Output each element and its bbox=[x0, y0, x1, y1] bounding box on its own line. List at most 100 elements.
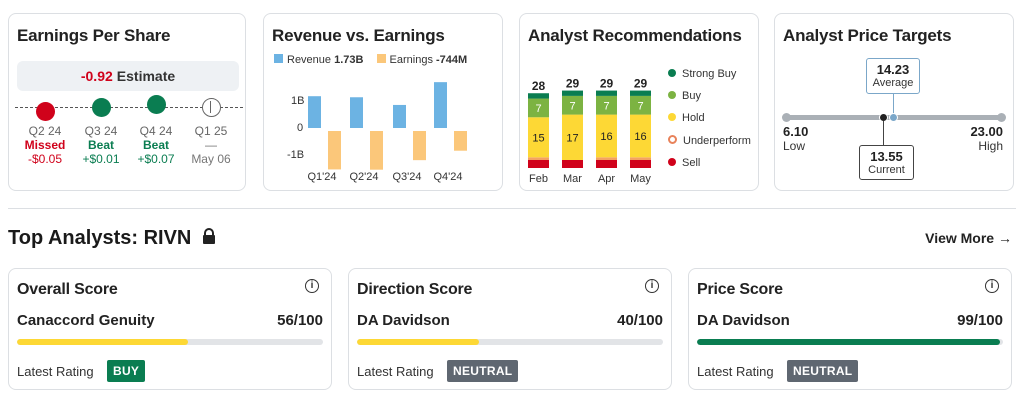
hold-count-label: 15 bbox=[532, 132, 544, 144]
month-label: Feb bbox=[529, 173, 548, 185]
earnings-bar bbox=[328, 131, 341, 170]
eps-title: Earnings Per Share bbox=[17, 26, 171, 45]
revenue-legend-swatch bbox=[274, 54, 283, 63]
rec-segment-sell bbox=[596, 159, 617, 168]
rec-segment-strong-buy bbox=[562, 90, 583, 96]
rating-badge-neutral: NEUTRAL bbox=[787, 360, 859, 382]
rec-segment-hold bbox=[630, 114, 651, 158]
hold-count-label: 17 bbox=[566, 132, 578, 144]
revenue-earnings-chart: Q1'24 Q2'24 Q3'24 Q4'24 bbox=[307, 82, 467, 183]
recommendations-chart: 15 7 28 Feb 17 7 29 Mar 16 7 29 Apr 16 7 29 May bbox=[528, 77, 651, 185]
eps-result: Beat bbox=[142, 138, 169, 152]
x-tick-label: Q1'24 bbox=[307, 171, 336, 183]
legend-sell: Sell bbox=[668, 157, 700, 169]
current-price-value: 13.55 bbox=[870, 149, 903, 164]
score-bar-fill bbox=[697, 339, 1000, 345]
rating-badge-buy: BUY bbox=[107, 360, 146, 382]
rec-segment-buy bbox=[630, 95, 651, 115]
month-label: May bbox=[630, 173, 651, 185]
score-value: 56/100 bbox=[277, 312, 323, 329]
average-connector bbox=[893, 94, 894, 116]
eps-surprise: -$0.05 bbox=[27, 152, 63, 166]
earnings-bar bbox=[413, 131, 426, 161]
score-card-title: Direction Score bbox=[357, 281, 473, 298]
low-target-label: Low bbox=[783, 139, 806, 153]
low-end-dot-icon bbox=[782, 113, 791, 122]
score-bar-fill bbox=[357, 339, 480, 345]
rec-segment-underperform bbox=[596, 157, 617, 160]
score-value: 40/100 bbox=[617, 312, 663, 329]
legend-label: Strong Buy bbox=[682, 68, 737, 80]
view-more-link[interactable]: View More → bbox=[925, 230, 1012, 246]
top-analysts-title-text: Top Analysts: RIVN bbox=[8, 227, 192, 249]
score-card-title: Price Score bbox=[697, 281, 783, 298]
buy-count-label: 7 bbox=[603, 100, 609, 112]
analyst-firm: Canaccord Genuity bbox=[17, 312, 155, 329]
eps-result: Beat bbox=[87, 138, 114, 152]
eps-quarter-label: Q3 24 bbox=[84, 124, 118, 138]
current-connector bbox=[883, 121, 884, 146]
earnings-bar bbox=[454, 131, 467, 151]
info-icon[interactable]: i bbox=[645, 279, 659, 293]
total-count-label: 28 bbox=[532, 79, 546, 93]
eps-quarter-q4-24: Q4 24 Beat +$0.07 bbox=[131, 95, 181, 167]
rec-segment-underperform bbox=[528, 157, 549, 160]
section-divider bbox=[8, 208, 1016, 209]
revenue-bar bbox=[350, 97, 363, 128]
eps-estimate: -0.92 Estimate bbox=[17, 61, 239, 91]
rec-segment-sell bbox=[528, 159, 549, 168]
top-analysts-title: Top Analysts: RIVN bbox=[8, 227, 217, 250]
month-label: Apr bbox=[598, 173, 615, 185]
hold-count-label: 16 bbox=[600, 131, 612, 143]
revenue-bar bbox=[308, 96, 321, 128]
info-icon[interactable]: i bbox=[305, 279, 319, 293]
x-tick-label: Q3'24 bbox=[392, 171, 421, 183]
strong-buy-dot-icon bbox=[668, 69, 676, 77]
earnings-legend-value: -744M bbox=[436, 54, 468, 66]
hold-dot-icon bbox=[668, 113, 676, 121]
buy-count-label: 7 bbox=[569, 100, 575, 112]
x-tick-label: Q4'24 bbox=[433, 171, 462, 183]
current-price-label: Current bbox=[868, 164, 905, 176]
rec-segment-strong-buy bbox=[528, 93, 549, 99]
earnings-bar bbox=[370, 131, 383, 170]
y-tick-1b: 1B bbox=[291, 95, 305, 107]
upcoming-dot-icon bbox=[201, 98, 221, 117]
rec-segment-buy bbox=[562, 95, 583, 115]
rec-segment-hold bbox=[528, 117, 549, 158]
total-count-label: 29 bbox=[566, 77, 580, 91]
lock-icon bbox=[202, 228, 215, 244]
low-target-value: 6.10 bbox=[783, 124, 809, 139]
legend-buy: Buy bbox=[668, 90, 701, 102]
revenue-bar bbox=[434, 82, 447, 128]
price-targets-title: Analyst Price Targets bbox=[783, 26, 952, 45]
underperform-dot-icon bbox=[668, 135, 677, 144]
revenue-title: Revenue vs. Earnings bbox=[272, 26, 445, 45]
legend-label: Buy bbox=[682, 90, 701, 102]
price-targets-card: Analyst Price Targets 14.23 Average 13.5… bbox=[774, 13, 1014, 191]
earnings-legend-label: Earnings bbox=[389, 54, 433, 66]
info-icon[interactable]: i bbox=[985, 279, 999, 293]
recommendations-title: Analyst Recommendations bbox=[528, 26, 742, 45]
rec-segment-strong-buy bbox=[630, 90, 651, 96]
latest-rating-label: Latest Rating bbox=[17, 364, 94, 379]
earnings-legend-swatch bbox=[376, 54, 386, 63]
legend-label: Underperform bbox=[683, 135, 751, 147]
rec-segment-buy bbox=[596, 95, 617, 115]
eps-report-date: May 06 bbox=[191, 152, 231, 166]
buy-count-label: 7 bbox=[535, 103, 541, 115]
eps-quarter-label: Q4 24 bbox=[139, 124, 173, 138]
eps-surprise: +$0.07 bbox=[137, 152, 175, 166]
sell-dot-icon bbox=[668, 158, 676, 166]
buy-dot-icon bbox=[668, 91, 676, 99]
eps-quarter-q1-25: Q1 25 — May 06 bbox=[186, 98, 236, 167]
current-price-bubble: 13.55 Current bbox=[859, 145, 914, 180]
eps-surprise: +$0.01 bbox=[82, 152, 120, 166]
x-tick-label: Q2'24 bbox=[349, 171, 378, 183]
legend-underperform: Underperform bbox=[668, 135, 751, 147]
score-value: 99/100 bbox=[957, 312, 1003, 329]
buy-count-label: 7 bbox=[637, 100, 643, 112]
month-label: Mar bbox=[563, 173, 582, 185]
rec-segment-underperform bbox=[630, 157, 651, 160]
total-count-label: 29 bbox=[600, 77, 614, 91]
